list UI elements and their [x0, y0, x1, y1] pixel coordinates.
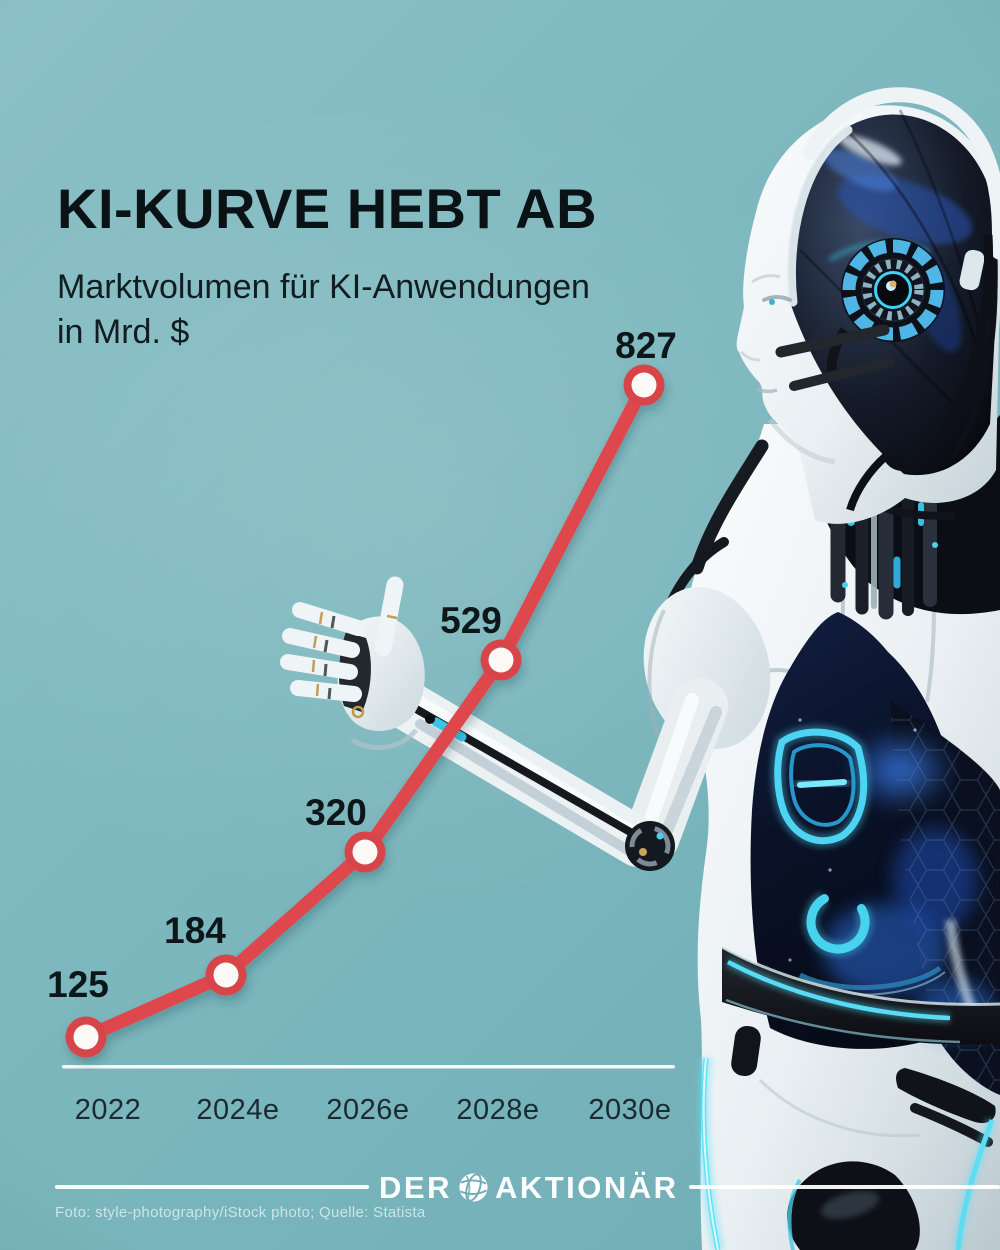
x-axis-label: 2022 — [75, 1094, 142, 1126]
chart-subtitle: Marktvolumen für KI-Anwendungen in Mrd. … — [57, 265, 657, 355]
value-label: 320 — [305, 792, 367, 833]
robot-fingers — [280, 576, 404, 702]
publisher-logo-bar: DER AKTIONÄR — [55, 1166, 1000, 1208]
publisher-logo: DER AKTIONÄR — [379, 1172, 679, 1203]
globe-icon — [459, 1172, 488, 1202]
robot-arm — [280, 537, 771, 871]
x-axis-baseline — [62, 1065, 675, 1069]
value-label: 125 — [47, 964, 109, 1005]
chart-header: KI-KURVE HEBT AB Marktvolumen für KI-Anw… — [57, 180, 657, 356]
data-series — [65, 364, 665, 1058]
value-label: 184 — [164, 910, 226, 951]
logo-text-aktionaer: AKTIONÄR — [494, 1169, 679, 1205]
data-point — [213, 962, 239, 988]
x-axis-label: 2028e — [456, 1094, 539, 1126]
chest-emblem-glow — [770, 725, 871, 848]
data-point — [631, 372, 657, 398]
logo-rule-right — [688, 1185, 1000, 1189]
subtitle-line-1: Marktvolumen für KI-Anwendungen — [57, 268, 590, 307]
robot-headband — [802, 87, 1000, 260]
data-point — [488, 647, 514, 673]
value-label: 827 — [615, 325, 677, 366]
subtitle-line-2: in Mrd. $ — [57, 313, 190, 352]
logo-rule-left — [55, 1185, 369, 1189]
robot-head — [736, 87, 1000, 524]
value-label: 529 — [440, 600, 502, 641]
x-axis-label: 2030e — [588, 1094, 671, 1126]
cheek-stripe — [775, 324, 890, 358]
x-axis-label: 2026e — [326, 1094, 409, 1126]
data-point — [352, 839, 378, 865]
robot-eye — [769, 299, 775, 305]
cheek-stripe — [789, 357, 895, 391]
photo-credit: Foto: style-photography/iStock photo; Qu… — [55, 1204, 426, 1221]
headphone-ear-icon — [826, 238, 945, 376]
x-axis-label: 2024e — [196, 1094, 279, 1126]
robot-torso — [684, 424, 1000, 1250]
logo-text-der: DER — [379, 1169, 452, 1205]
data-point — [73, 1024, 99, 1050]
page-title: KI-KURVE HEBT AB — [57, 177, 598, 240]
